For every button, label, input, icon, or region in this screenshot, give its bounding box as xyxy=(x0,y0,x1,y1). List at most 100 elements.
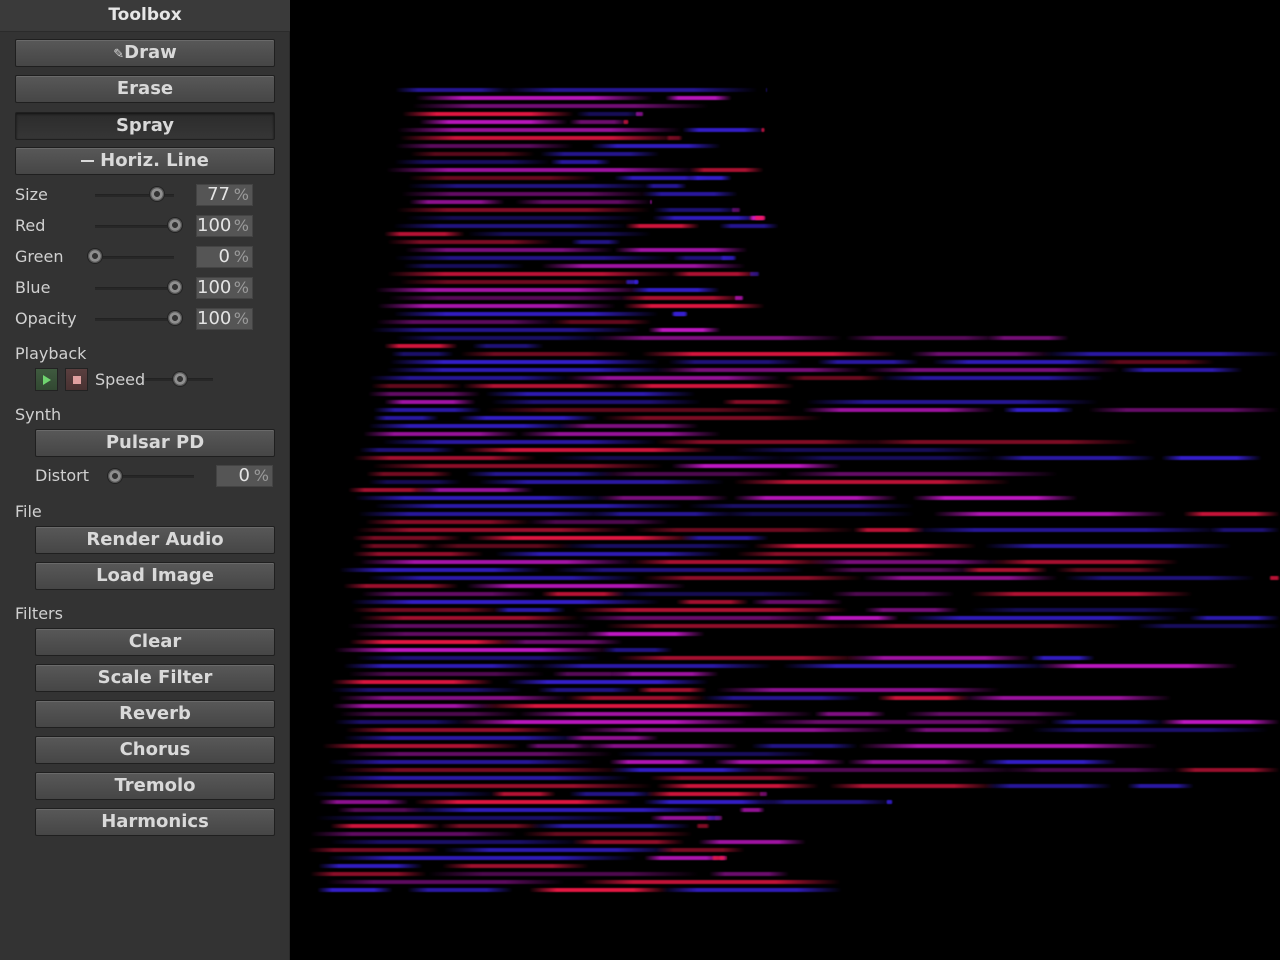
distort-slider-track[interactable] xyxy=(115,475,194,478)
spectrogram-stroke xyxy=(310,872,427,876)
spectrogram-stroke xyxy=(515,200,652,204)
filter-clear-button[interactable]: Clear xyxy=(35,628,275,656)
red-slider-track[interactable] xyxy=(95,225,174,228)
green-unit: % xyxy=(233,247,249,266)
distort-slider-knob[interactable] xyxy=(108,469,122,483)
play-button[interactable] xyxy=(35,368,58,391)
spectrogram-stroke xyxy=(457,720,748,724)
spectrogram-stroke xyxy=(418,120,568,124)
spray-tool-button[interactable]: Spray xyxy=(15,112,275,140)
horiz-line-tool-button[interactable]: Horiz. Line xyxy=(15,147,275,175)
draw-tool-button[interactable]: ✎Draw xyxy=(15,39,275,67)
blue-slider-knob[interactable] xyxy=(168,280,182,294)
spectrogram-stroke xyxy=(407,888,513,892)
size-slider-track[interactable] xyxy=(95,194,174,197)
spectrogram-stroke xyxy=(960,696,1173,700)
filter-reverb-button[interactable]: Reverb xyxy=(35,700,275,728)
spectrogram-stroke xyxy=(840,624,1122,628)
filter-scale-filter-button[interactable]: Scale Filter xyxy=(35,664,275,692)
spectrogram-stroke xyxy=(442,848,676,852)
blue-slider-track[interactable] xyxy=(95,287,174,290)
red-value-field[interactable]: 100% xyxy=(196,215,253,237)
spectrogram-stroke xyxy=(359,448,456,452)
stop-button[interactable] xyxy=(65,368,88,391)
filter-harmonics-button[interactable]: Harmonics xyxy=(35,808,275,836)
spectrogram-stroke xyxy=(668,360,803,364)
play-icon xyxy=(43,375,51,385)
spectrogram-stroke xyxy=(388,296,639,300)
spectrogram-stroke xyxy=(428,544,574,548)
spectrogram-stroke xyxy=(501,640,624,644)
green-value-field[interactable]: 0% xyxy=(196,246,253,268)
spectrogram-stroke xyxy=(355,632,606,636)
spectrogram-stroke xyxy=(366,576,640,580)
spectrogram-stroke xyxy=(407,808,723,812)
spectrogram-stroke xyxy=(559,424,699,428)
spectrogram-stroke xyxy=(358,544,435,548)
opacity-value-field[interactable]: 100% xyxy=(196,308,253,330)
blue-value: 100 xyxy=(197,277,232,298)
spectrogram-stroke xyxy=(985,784,1112,788)
size-value-field[interactable]: 77% xyxy=(196,184,253,206)
spectrogram-stroke xyxy=(736,552,937,556)
spectrogram-stroke xyxy=(577,616,831,620)
size-slider-knob[interactable] xyxy=(149,187,164,201)
spectrogram-stroke xyxy=(339,712,521,716)
spectrogram-stroke xyxy=(525,744,590,748)
spectrogram-stroke xyxy=(750,600,844,604)
spectrogram-stroke xyxy=(465,584,686,588)
red-slider-knob[interactable] xyxy=(168,218,182,232)
spectrogram-stroke xyxy=(347,488,432,492)
red-value: 100 xyxy=(197,215,232,236)
spectrogram-stroke xyxy=(1094,360,1216,364)
spectrogram-stroke xyxy=(467,536,698,540)
spectrogram-stroke xyxy=(829,784,997,788)
opacity-slider-knob[interactable] xyxy=(168,311,182,325)
spectrogram-stroke xyxy=(846,760,977,764)
spectrogram-stroke xyxy=(608,592,815,596)
spectrogram-stroke xyxy=(384,400,476,404)
spectrogram-stroke xyxy=(821,568,979,572)
spectrogram-stroke xyxy=(333,720,468,724)
spectrogram-stroke xyxy=(732,480,1012,484)
green-slider-knob[interactable] xyxy=(88,249,102,263)
spectrogram-stroke xyxy=(491,792,557,796)
spectrogram-stroke xyxy=(859,440,1138,444)
spectrogram-stroke xyxy=(879,376,1104,380)
load-image-button[interactable]: Load Image xyxy=(35,562,275,590)
spectrogram-stroke xyxy=(374,288,647,292)
spectrogram-stroke xyxy=(410,152,535,156)
distort-unit: % xyxy=(253,466,269,485)
spectrogram-stroke xyxy=(345,752,614,756)
opacity-slider-track[interactable] xyxy=(95,318,174,321)
spectrogram-stroke xyxy=(354,496,610,500)
filter-tremolo-button[interactable]: Tremolo xyxy=(35,772,275,800)
file-heading: File xyxy=(15,502,42,521)
render-audio-label: Render Audio xyxy=(86,529,224,550)
filter-chorus-button[interactable]: Chorus xyxy=(35,736,275,764)
spectrogram-stroke xyxy=(912,496,1079,500)
blue-value-field[interactable]: 100% xyxy=(196,277,253,299)
spectrogram-stroke xyxy=(394,256,674,260)
render-audio-button[interactable]: Render Audio xyxy=(35,526,275,554)
green-slider-track[interactable] xyxy=(95,256,174,259)
spectrogram-stroke xyxy=(414,800,632,804)
spectrogram-stroke xyxy=(502,88,759,92)
spectrogram-stroke xyxy=(1210,528,1280,532)
speed-slider-knob[interactable] xyxy=(173,372,188,386)
distort-value-field[interactable]: 0% xyxy=(216,465,273,487)
spectrogram-stroke xyxy=(614,176,708,180)
spectrogram-stroke xyxy=(969,608,1202,612)
spectrogram-stroke xyxy=(519,432,721,436)
spectrogram-stroke xyxy=(370,384,464,388)
spectrogram-stroke xyxy=(629,560,830,564)
erase-tool-button[interactable]: Erase xyxy=(15,75,275,103)
spectrogram-stroke xyxy=(568,792,654,796)
spectrogram-stroke xyxy=(359,560,636,564)
spectrogram-canvas[interactable] xyxy=(290,0,1280,960)
spectrogram-stroke xyxy=(783,376,886,380)
synth-engine-button[interactable]: Pulsar PD xyxy=(35,429,275,457)
size-value: 77 xyxy=(207,184,230,205)
distort-value: 0 xyxy=(238,465,250,486)
spectrogram-stroke xyxy=(656,848,745,852)
